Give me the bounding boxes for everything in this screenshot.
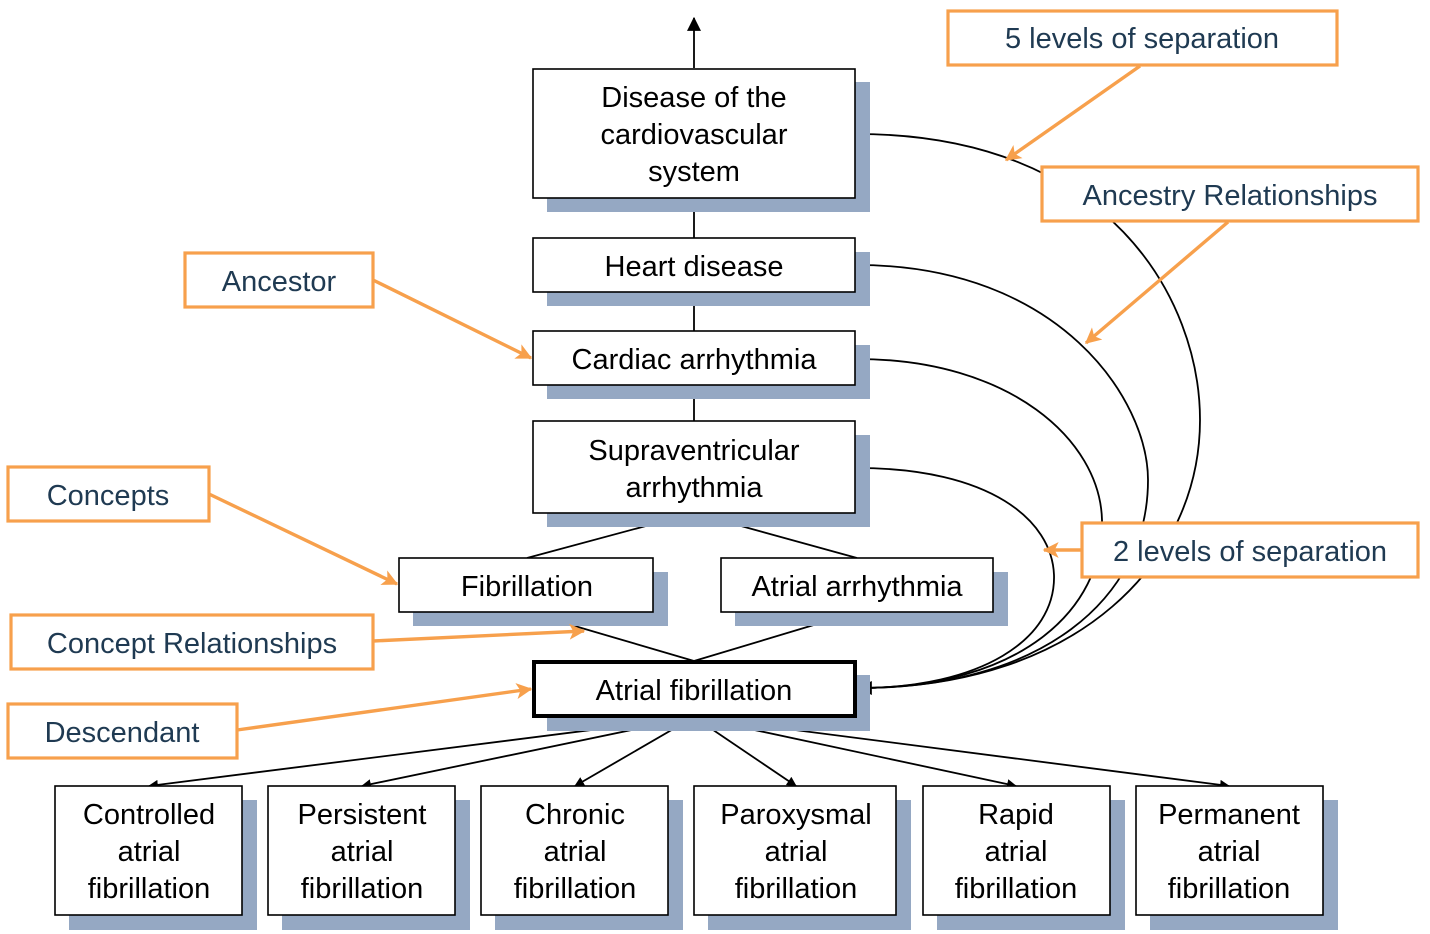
node-paroxysmal-af: Paroxysmal atrial fibrillation [693, 785, 897, 916]
callout-concepts: Concepts [6, 465, 211, 523]
node-label-line-3: system [648, 156, 740, 188]
callout-descendant: Descendant [6, 702, 239, 760]
node-box [532, 420, 856, 514]
node-label-line-3: fibrillation [1168, 873, 1291, 905]
callout-label: Ancestry Relationships [1083, 180, 1378, 212]
callout-box [183, 251, 375, 309]
node-label-line-1: Paroxysmal [720, 799, 872, 831]
node-persistent-af: Persistent atrial fibrillation [267, 785, 456, 916]
node-heart-disease: Heart disease [532, 237, 856, 293]
node-label-line-2: cardiovascular [601, 119, 788, 151]
callout-label: 5 levels of separation [1005, 23, 1279, 55]
pointer-five-levels [1004, 64, 1141, 162]
node-label: Heart disease [605, 251, 784, 283]
node-box [54, 785, 243, 916]
node-label-line-1: Supraventricular [588, 435, 799, 467]
callout-label: Descendant [45, 717, 200, 749]
node-permanent-af: Permanent atrial fibrillation [1135, 785, 1324, 916]
node-label-line-1: Persistent [298, 799, 427, 831]
node-box [480, 785, 669, 916]
node-label-line-2: arrhythmia [626, 472, 764, 504]
node-box [267, 785, 456, 916]
node-box [1135, 785, 1324, 916]
node-box [922, 785, 1111, 916]
node-cardiac-arrhythmia: Cardiac arrhythmia [532, 330, 856, 386]
callout-concept-relationships: Concept Relationships [9, 613, 375, 671]
node-chronic-af: Chronic atrial fibrillation [480, 785, 669, 916]
node-box [398, 557, 654, 613]
node-label-line-1: Rapid [978, 799, 1054, 831]
callout-pointers [208, 64, 1230, 732]
callout-label: Ancestor [222, 266, 337, 298]
node-label-line-2: atrial [1198, 836, 1261, 868]
pointer-concepts [208, 492, 399, 586]
node-box [532, 68, 856, 199]
node-label-line-1: Controlled [83, 799, 215, 831]
node-rapid-af: Rapid atrial fibrillation [922, 785, 1111, 916]
curve-heart-to-af [856, 264, 1149, 689]
node-box [532, 330, 856, 386]
node-box-focus [532, 660, 857, 718]
node-label-line-2: atrial [985, 836, 1048, 868]
node-atrial-fibrillation: Atrial fibrillation [532, 660, 857, 718]
node-label: Atrial fibrillation [596, 675, 793, 707]
node-label: Cardiac arrhythmia [572, 344, 818, 376]
curve-supraventricular-to-af [856, 467, 1055, 695]
pointer-concept-relationships [372, 623, 586, 643]
callout-label: Concept Relationships [47, 628, 337, 660]
pointer-ancestry-relationships [1084, 220, 1230, 345]
node-label-line-2: atrial [118, 836, 181, 868]
node-supraventricular-arrhythmia: Supraventricular arrhythmia [532, 420, 856, 514]
node-label-line-1: Disease of the [601, 82, 786, 114]
node-label-line-3: fibrillation [88, 873, 211, 905]
callout-ancestor: Ancestor [183, 251, 375, 309]
callout-box [6, 465, 211, 523]
node-box [720, 557, 994, 613]
node-box [693, 785, 897, 916]
callout-box [1040, 165, 1420, 223]
node-label-line-3: fibrillation [735, 873, 858, 905]
pointer-descendant [236, 683, 533, 732]
node-fibrillation: Fibrillation [398, 557, 654, 613]
node-disease-cardiovascular: Disease of the cardiovascular system [532, 68, 856, 199]
callout-two-levels: 2 levels of separation [1080, 521, 1420, 579]
callout-box [1080, 521, 1420, 579]
callout-five-levels: 5 levels of separation [946, 9, 1339, 67]
curve-arrhythmia-to-af [856, 358, 1103, 689]
node-label-line-1: Permanent [1158, 799, 1300, 831]
node-label-line-3: fibrillation [301, 873, 424, 905]
node-label: Fibrillation [461, 571, 593, 603]
callout-label: 2 levels of separation [1113, 536, 1387, 568]
callout-box [946, 9, 1339, 67]
node-atrial-arrhythmia: Atrial arrhythmia [720, 557, 994, 613]
node-label-line-2: atrial [765, 836, 828, 868]
node-label-line-3: fibrillation [955, 873, 1078, 905]
node-label-line-2: atrial [331, 836, 394, 868]
callout-box [9, 613, 375, 671]
node-label-line-2: atrial [544, 836, 607, 868]
node-controlled-af: Controlled atrial fibrillation [54, 785, 243, 916]
node-label: Atrial arrhythmia [751, 571, 963, 603]
callout-label: Concepts [47, 480, 170, 512]
node-box [532, 237, 856, 293]
pointer-ancestor [372, 278, 533, 360]
node-label-line-3: fibrillation [514, 873, 637, 905]
callout-ancestry-relationships: Ancestry Relationships [1040, 165, 1420, 223]
node-label-line-1: Chronic [525, 799, 625, 831]
callout-box [6, 702, 239, 760]
